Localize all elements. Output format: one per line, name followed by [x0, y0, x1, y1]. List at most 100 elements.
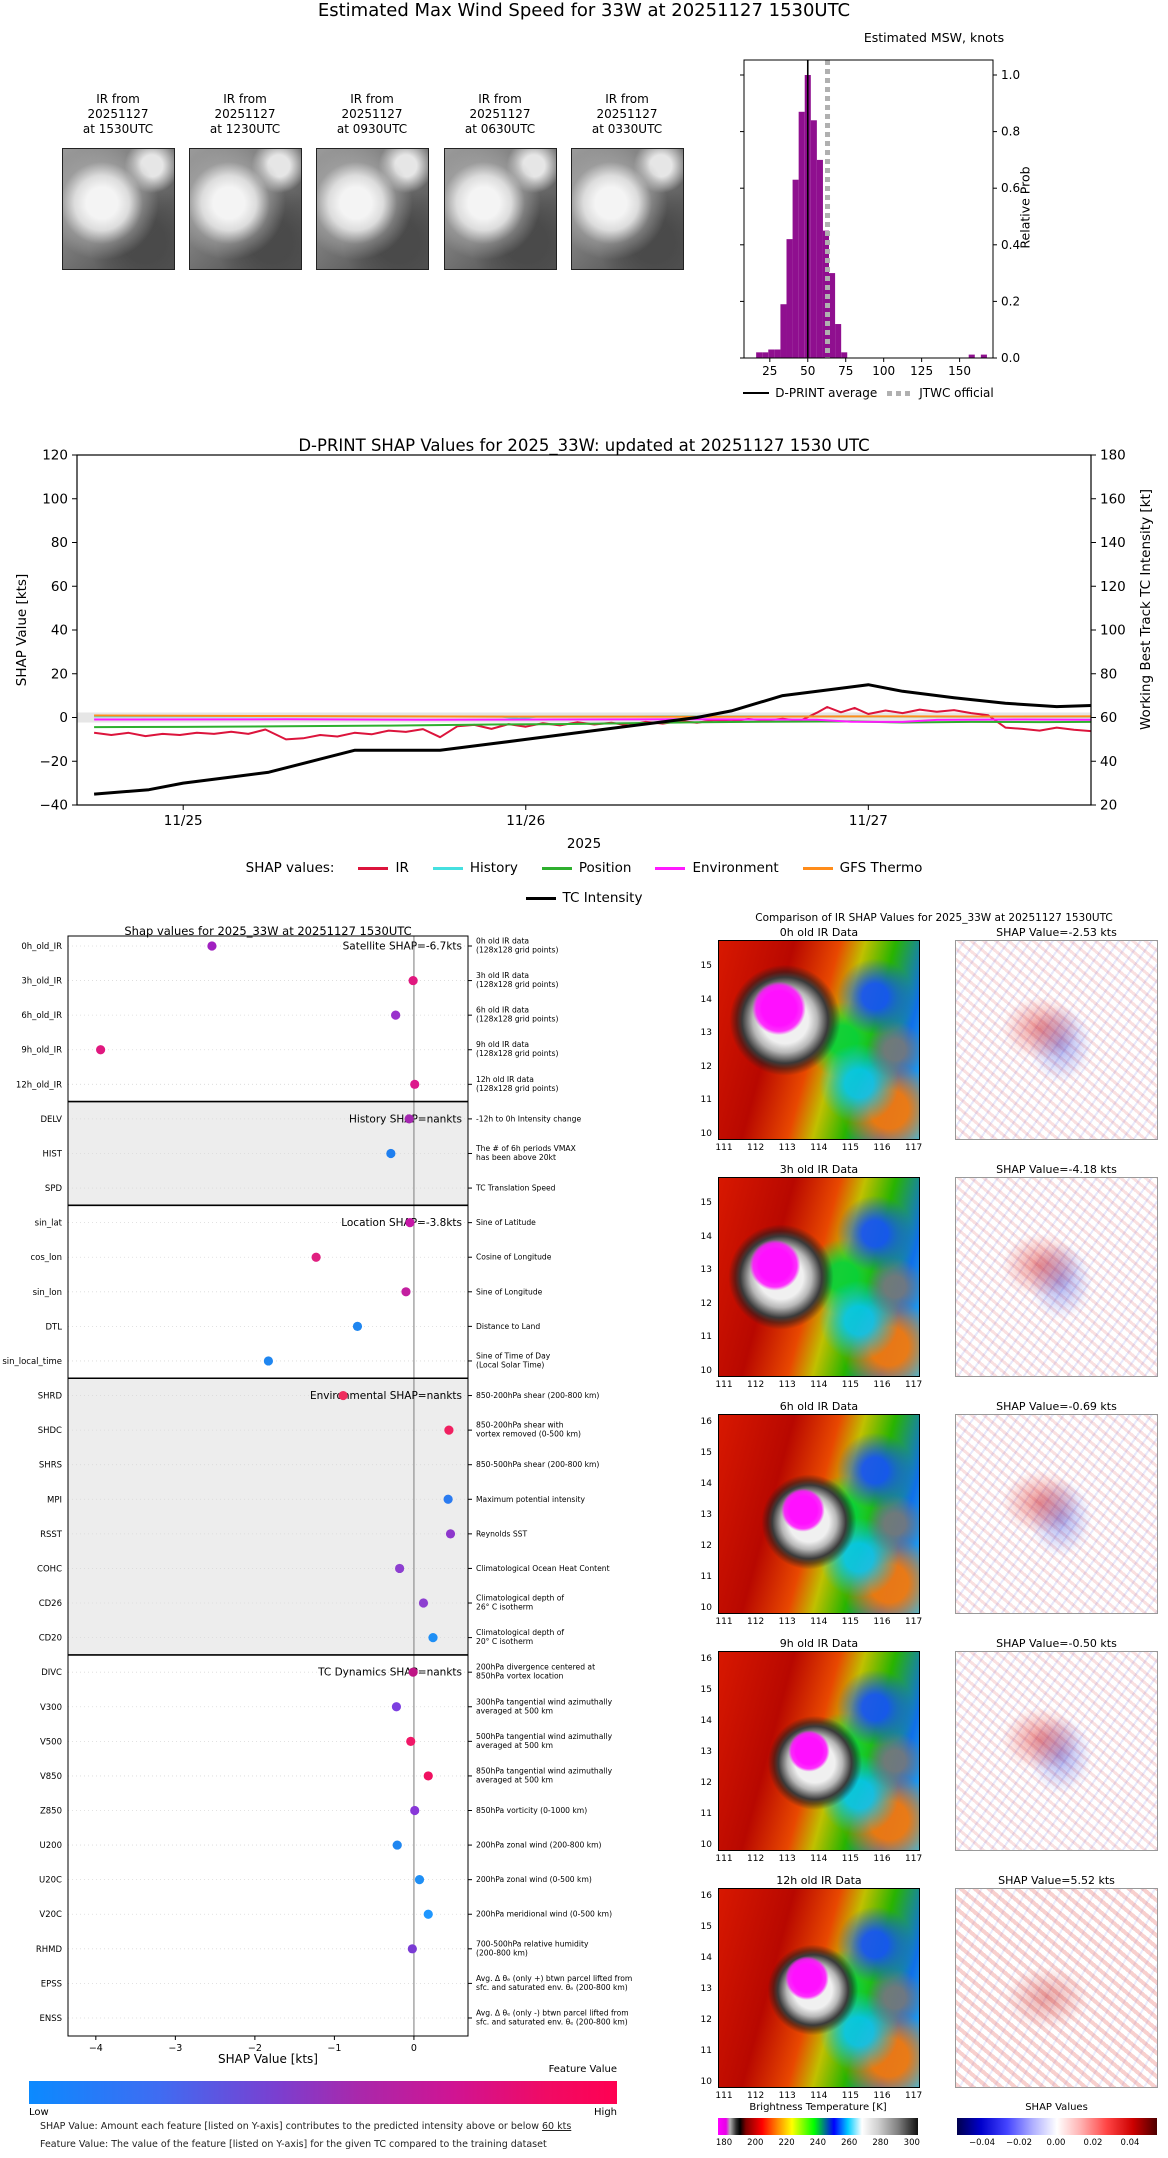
histogram-bar [968, 354, 975, 358]
feature-desc: The # of 6h periods VMAX [475, 1144, 576, 1153]
legend-item: D-PRINT average [743, 386, 877, 400]
ir-row-title: 6h old IR Data [779, 1400, 859, 1413]
shap-dot [401, 1287, 411, 1297]
ir-xtick: 117 [905, 1617, 923, 1627]
legend-item: GFS Thermo [802, 860, 922, 876]
ir-thumbnail-image [188, 148, 302, 270]
bt-colorbar-tick: 180 [715, 2138, 733, 2148]
shap-dot [404, 1114, 414, 1124]
histogram-legend: D-PRINT average JTWC official [700, 386, 1037, 400]
ir-thumbnail-image [315, 148, 429, 270]
feature-plot-title: Shap values for 2025_33W at 20251127 153… [124, 924, 412, 938]
ir-ytick: 11 [700, 2046, 712, 2056]
legend-label: Environment [692, 860, 779, 876]
timeseries-legend-row2: TC Intensity [0, 890, 1168, 906]
timeseries-frame [76, 454, 1092, 806]
shap-value-image [955, 1177, 1158, 1377]
ir-ytick: 12 [700, 1541, 712, 1551]
feature-desc: (128x128 grid points) [476, 1049, 558, 1058]
footnote-shap-value: SHAP Value: Amount each feature [listed … [40, 2121, 571, 2132]
shap-dot [445, 1529, 456, 1539]
feature-desc: has been above 20kt [476, 1153, 556, 1162]
right-ytick: 60 [1100, 710, 1117, 726]
feature-label: HIST [43, 1149, 63, 1159]
feature-label: SHDC [38, 1426, 62, 1436]
feature-desc: Reynolds SST [476, 1529, 528, 1538]
ir-xtick: 112 [747, 1380, 765, 1390]
ir-ytick: 10 [700, 1603, 712, 1613]
feature-label: RHMD [36, 1945, 63, 1955]
ir-ytick: 16 [700, 1654, 712, 1664]
right-ytick: 140 [1100, 535, 1126, 551]
ir-ytick: 10 [700, 1129, 712, 1139]
ir-thumbnail-label-line: 20251127 [214, 107, 276, 121]
shap-dot [207, 941, 217, 951]
ir-xtick: 116 [873, 1854, 891, 1864]
left-ytick: −40 [40, 798, 69, 814]
histogram-bar [841, 352, 848, 358]
feature-desc: (200-800 km) [476, 1948, 528, 1957]
ir-ytick: 12 [700, 1061, 712, 1072]
dotted-line-swatch [887, 390, 914, 396]
ir-thumbnail-label: IR from 20251127 at 1230UTC [175, 92, 315, 137]
histogram-frame [743, 59, 994, 359]
feature-desc: Sine of Time of Day [476, 1351, 551, 1360]
ir-thumbnail-label: IR from 20251127 at 0330UTC [557, 92, 697, 137]
shap-dot [444, 1425, 454, 1435]
colorbar-low-label: Low [29, 2107, 49, 2118]
shap-dot [410, 1079, 420, 1089]
shap-dot [414, 1875, 425, 1885]
feature-plot-xlabel: SHAP Value [kts] [218, 2052, 318, 2066]
timeseries-right-ylabel: Working Best Track TC Intensity [kt] [1138, 488, 1154, 730]
timeseries-legend-row1: SHAP values: IR History Position Environment… [0, 860, 1168, 876]
timeseries-xlabel: 2025 [566, 836, 602, 852]
line-swatch [525, 896, 556, 900]
feature-desc: averaged at 500 km [476, 1741, 553, 1750]
left-ytick: 40 [51, 623, 68, 639]
legend-label: D-PRINT average [775, 386, 878, 400]
line-swatch [358, 866, 389, 870]
ir-ytick: 13 [700, 1747, 712, 1757]
ir-thumbnail-label-line: at 1530UTC [82, 122, 154, 136]
legend-item: IR [358, 860, 409, 876]
ir-xtick: 112 [747, 1617, 765, 1627]
xtick: 11/26 [506, 813, 545, 829]
line-swatch [655, 866, 686, 870]
feature-label: MPI [47, 1495, 62, 1505]
ir-thumbnail-label-line: IR from [96, 92, 140, 106]
shap-colorbar-tick: 0.02 [1083, 2138, 1103, 2148]
feature-label: U20C [39, 1876, 62, 1886]
legend-label: JTWC official [919, 386, 994, 400]
bt-colorbar-tick: 260 [841, 2138, 858, 2148]
shap-dot [410, 1805, 420, 1816]
xtick: 0 [411, 2043, 417, 2054]
feature-desc: 850-500hPa shear (200-800 km) [476, 1460, 599, 1469]
ir-xtick: 117 [905, 1854, 923, 1864]
shap-colorbar [957, 2118, 1157, 2135]
feature-desc: 12h old IR data [476, 1075, 534, 1084]
histogram-bar [762, 352, 769, 358]
shap-dot [406, 1736, 416, 1746]
ir-xtick: 113 [778, 1380, 796, 1390]
shap-dot [96, 1045, 106, 1055]
xtick: 11/27 [849, 813, 888, 829]
histogram-bar [780, 304, 787, 358]
legend-item: JTWC official [887, 386, 994, 400]
histogram-bar [798, 111, 805, 358]
footnote-feature-value: Feature Value: The value of the feature … [40, 2139, 547, 2150]
bt-colorbar-tick: 240 [809, 2138, 826, 2148]
ir-comparison-title: Comparison of IR SHAP Values for 2025_33… [755, 912, 1113, 924]
feature-label: sin_lat [35, 1219, 63, 1229]
feature-label: DELV [40, 1115, 62, 1125]
feature-desc: 20° C isotherm [476, 1637, 533, 1646]
shap-dot [392, 1840, 402, 1850]
right-ytick: 160 [1100, 491, 1126, 507]
ir-ytick: 13 [700, 1028, 712, 1039]
ir-thumbnail-label-line: 20251127 [341, 107, 403, 121]
ir-xtick: 115 [841, 1854, 859, 1864]
ir-xtick: 114 [810, 1143, 828, 1153]
feature-desc: 200hPa divergence centered at [476, 1663, 595, 1672]
shap-dot [428, 1633, 438, 1643]
left-ytick: 120 [42, 448, 68, 464]
feature-label: 6h_old_IR [21, 1011, 62, 1021]
